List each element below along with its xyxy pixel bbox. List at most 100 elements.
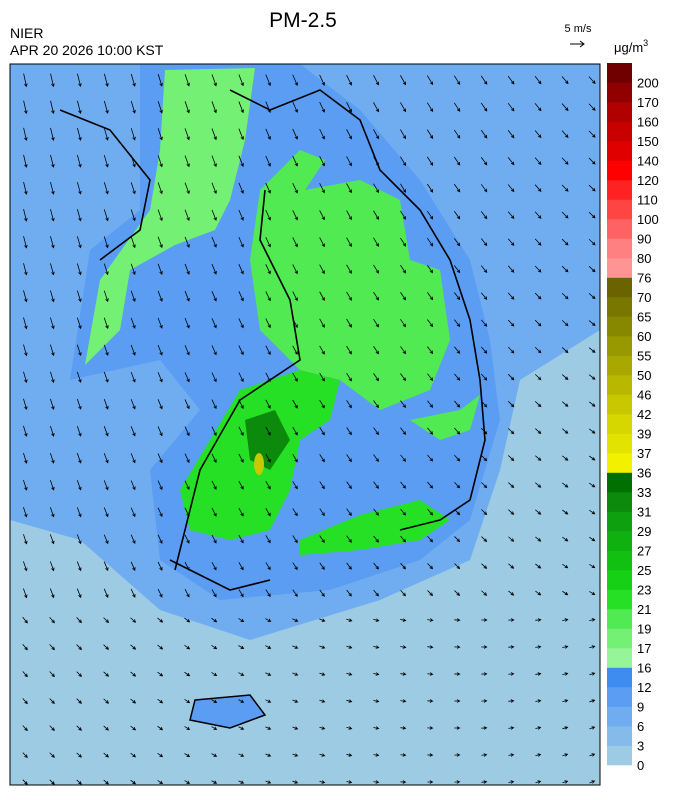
wind-arrow: [454, 563, 461, 570]
wind-arrow: [561, 76, 569, 85]
wind-arrow: [562, 618, 569, 622]
wind-arrow: [292, 264, 298, 275]
wind-arrow: [76, 725, 82, 731]
wind-arrow: [535, 482, 542, 488]
wind-arrow: [454, 726, 461, 730]
wind-arrow: [157, 236, 163, 249]
wind-arrow: [50, 398, 55, 410]
wind-arrow: [562, 699, 569, 703]
wind-arrow: [346, 454, 352, 463]
wind-arrow: [562, 672, 569, 676]
wind-arrow: [588, 347, 596, 353]
wind-arrow: [480, 184, 488, 193]
wind-arrow: [76, 779, 82, 785]
wind-arrow: [319, 345, 325, 355]
wind-arrow: [535, 563, 542, 569]
wind-arrow: [373, 75, 379, 86]
wind-arrow: [292, 372, 298, 382]
colorbar-segment: [607, 726, 632, 746]
unit: μg/m3: [614, 38, 648, 55]
wind-arrow: [265, 237, 271, 248]
wind-arrow: [49, 671, 55, 678]
wind-arrow: [23, 534, 28, 545]
colorbar-label: 100: [637, 212, 659, 227]
wind-arrow: [292, 210, 298, 221]
wind-arrow: [238, 345, 244, 356]
wind-arrow: [319, 672, 326, 676]
wind-arrow: [562, 726, 569, 730]
wind-arrow: [427, 265, 434, 274]
wind-arrow: [400, 481, 406, 489]
wind-arrow: [76, 698, 82, 704]
wind-arrow: [454, 292, 461, 301]
wind-arrow: [211, 318, 217, 329]
wind-arrow: [346, 400, 352, 409]
colorbar-label: 31: [637, 505, 651, 520]
wind-arrow: [265, 372, 271, 382]
wind-arrow: [400, 672, 407, 676]
wind-arrow: [535, 509, 542, 515]
wind-arrow: [454, 672, 461, 676]
wind-arrow: [211, 101, 217, 114]
colorbar-segment: [607, 219, 632, 239]
wind-arrow: [184, 453, 190, 464]
colorbar-label: 33: [637, 485, 651, 500]
wind-arrow: [480, 292, 488, 300]
wind-arrow: [427, 726, 434, 730]
colorbar-segment: [607, 433, 632, 454]
wind-arrow: [346, 101, 352, 113]
colorbar-label: 36: [637, 466, 651, 481]
wind-arrow: [130, 73, 136, 87]
wind-arrow: [454, 400, 461, 408]
wind-arrow: [535, 699, 542, 703]
colorbar-segment: [607, 394, 632, 415]
wind-arrow: [103, 617, 110, 623]
colorbar-segment: [607, 121, 632, 142]
wind-arrow: [184, 372, 190, 383]
wind-arrow: [157, 344, 163, 356]
wind-arrow: [22, 616, 28, 624]
wind-arrow: [319, 753, 326, 757]
wind-arrow: [319, 101, 325, 113]
agency: NIER: [10, 25, 43, 41]
colorbar-label: 16: [637, 661, 651, 676]
wind-arrow: [76, 209, 82, 222]
wind-arrow: [319, 726, 326, 730]
colorbar-label: 50: [637, 368, 651, 383]
colorbar-label: 21: [637, 602, 651, 617]
wind-arrow: [400, 210, 407, 220]
colorbar-label: 42: [637, 407, 651, 422]
wind-arrow: [346, 129, 352, 140]
wind-arrow: [534, 265, 542, 273]
wind-arrow: [481, 536, 488, 542]
wind-arrow: [265, 480, 271, 490]
wind-arrow: [562, 563, 569, 569]
wind-arrow: [562, 509, 569, 515]
wind-arrow: [77, 127, 82, 141]
wind-arrow: [373, 210, 379, 220]
wind-arrow: [400, 75, 407, 86]
colorbar-segment: [607, 297, 632, 317]
wind-arrow: [238, 291, 244, 302]
wind-arrow: [265, 182, 271, 194]
wind-arrow: [400, 454, 407, 462]
wind-arrow: [426, 102, 434, 113]
wind-arrow: [589, 753, 596, 757]
wind-arrow: [238, 182, 244, 194]
wind-arrow: [373, 562, 379, 570]
wind-arrow: [292, 645, 299, 649]
wind-arrow: [238, 399, 244, 410]
wind-arrow: [534, 401, 542, 408]
wind-arrow: [184, 399, 190, 410]
wind-arrow: [292, 183, 298, 194]
wind-arrow: [319, 291, 325, 301]
colorbar-label: 27: [637, 544, 651, 559]
wind-arrow: [49, 561, 55, 572]
wind-arrow: [211, 561, 217, 571]
wind-arrow: [400, 102, 407, 113]
wind-arrow: [346, 372, 352, 382]
colorbar-label: 46: [637, 388, 651, 403]
wind-arrow: [184, 480, 190, 490]
wind-arrow: [76, 480, 82, 491]
wind-arrow: [238, 645, 245, 649]
